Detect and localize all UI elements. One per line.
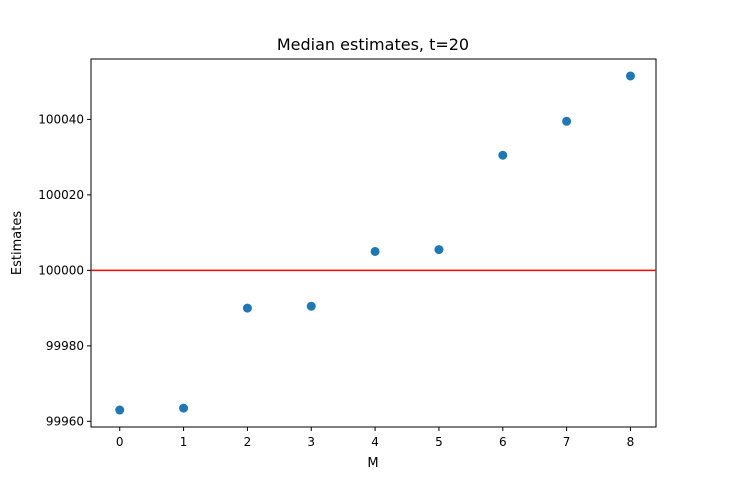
data-point <box>242 303 252 313</box>
data-point <box>562 116 572 126</box>
y-tick-label: 100000 <box>38 263 84 277</box>
x-tick-label: 5 <box>435 435 443 449</box>
data-point <box>498 150 508 160</box>
y-axis-label: Estimates <box>10 211 25 275</box>
y-tick-label: 99980 <box>46 339 84 353</box>
data-point <box>434 245 444 255</box>
data-point <box>179 403 189 413</box>
data-point <box>625 71 635 81</box>
x-tick-label: 3 <box>307 435 315 449</box>
data-point <box>115 405 125 415</box>
x-tick-label: 6 <box>499 435 507 449</box>
plot-area: 0 1 2 3 4 5 6 7 8 99960 99980 100000 100020 100040 <box>38 58 657 449</box>
axes-frame <box>90 58 657 428</box>
x-tick-label: 4 <box>371 435 379 449</box>
x-tick-label: 7 <box>563 435 571 449</box>
y-tick-label: 100040 <box>38 112 84 126</box>
x-axis-label: M <box>367 456 378 471</box>
x-tick-label: 1 <box>180 435 188 449</box>
x-tick-label: 8 <box>627 435 635 449</box>
chart-title: Median estimates, t=20 <box>277 35 469 54</box>
data-point <box>370 246 380 256</box>
x-tick-label: 2 <box>244 435 252 449</box>
y-tick-label: 100020 <box>38 188 84 202</box>
x-tick-label: 0 <box>116 435 124 449</box>
data-point <box>306 301 316 311</box>
y-tick-label: 99960 <box>46 414 84 428</box>
